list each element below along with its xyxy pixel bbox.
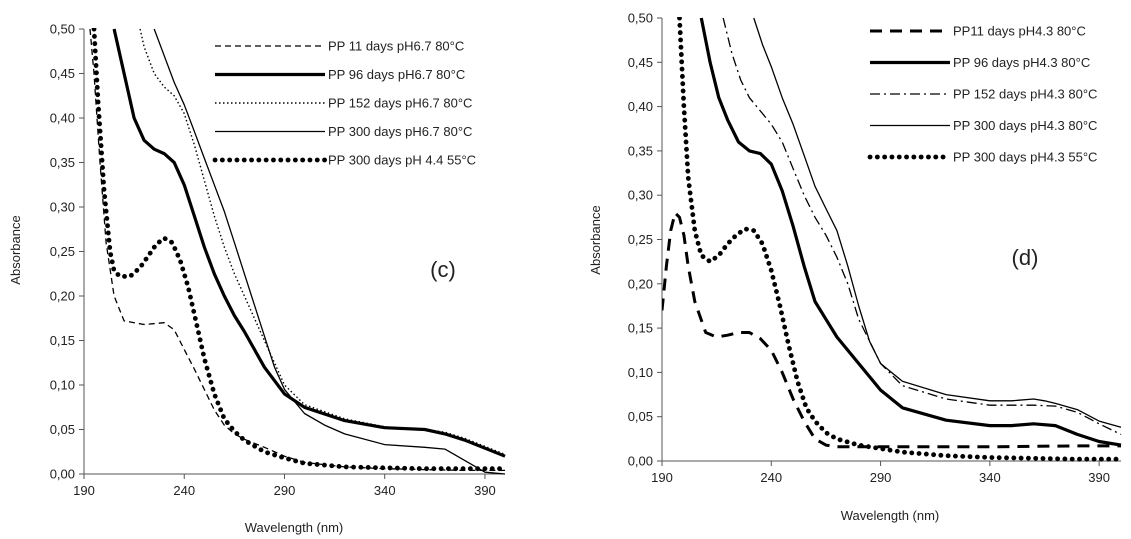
y-tick-label: 0,15 [50, 333, 75, 348]
y-tick-label: 0,10 [50, 378, 75, 393]
x-tick-label: 240 [760, 470, 782, 485]
x-tick-label: 340 [374, 483, 396, 498]
x-axis-label: Wavelength (nm) [841, 508, 940, 523]
y-tick-label: 0,00 [50, 467, 75, 482]
x-tick-label: 190 [651, 470, 673, 485]
legend-label: PP 96 days pH4.3 80°C [953, 55, 1090, 70]
y-tick-label: 0,15 [628, 321, 653, 336]
y-tick-label: 0,20 [628, 276, 653, 291]
y-tick-label: 0,30 [628, 188, 653, 203]
y-tick-label: 0,25 [628, 232, 653, 247]
legend-label: PP 96 days pH6.7 80°C [328, 67, 465, 82]
y-tick-label: 0,05 [50, 422, 75, 437]
y-tick-label: 0,35 [628, 143, 653, 158]
legend: PP 11 days pH6.7 80°C PP 96 days pH6.7 80… [212, 39, 476, 168]
y-tick-label: 0,45 [50, 66, 75, 81]
y-tick-label: 0,40 [628, 99, 653, 114]
series-line-3 [722, 17, 1122, 435]
y-tick-label: 0,25 [50, 244, 75, 259]
panel-label: (d) [1012, 245, 1039, 270]
y-tick-label: 0,05 [628, 409, 653, 424]
y-tick-label: 0,00 [628, 454, 653, 469]
series-line-4 [153, 28, 506, 475]
chart-panel-2: 0,00 0,05 0,10 0,15 0,20 0,25 0,30 0,35 0,40 0,45… [588, 11, 1123, 523]
y-tick-label: 0,30 [50, 200, 75, 215]
y-tick-label: 0,35 [50, 155, 75, 170]
legend: PP11 days pH4.3 80°C PP 96 days pH4.3 80°… [867, 24, 1097, 165]
x-tick-label: 240 [173, 483, 195, 498]
legend-label: PP 300 days pH4.3 80°C [953, 118, 1097, 133]
x-tick-label: 290 [870, 470, 892, 485]
y-tick-label: 0,45 [628, 55, 653, 70]
series-group [662, 17, 1123, 462]
x-tick-label: 390 [1088, 470, 1110, 485]
legend-label: PP 11 days pH6.7 80°C [328, 39, 464, 54]
y-tick-label: 0,10 [628, 365, 653, 380]
legend-label: PP11 days pH4.3 80°C [953, 24, 1086, 39]
panel-label: (c) [430, 257, 456, 282]
y-tick-label: 0,50 [628, 11, 653, 26]
series-line-1 [662, 211, 1121, 449]
legend-label: PP 300 days pH4.3 55°C [953, 150, 1097, 165]
legend-label: PP 152 days pH4.3 80°C [953, 87, 1097, 102]
legend-label: PP 300 days pH 4.4 55°C [328, 153, 476, 168]
chart-panel-1: 0,00 0,05 0,10 0,15 0,20 0,25 0,30 0,35 0,40 0,45… [8, 22, 507, 535]
x-tick-label: 340 [979, 470, 1001, 485]
x-axis-label: Wavelength (nm) [245, 520, 344, 535]
series-line-2 [112, 28, 506, 458]
y-tick-label: 0,20 [50, 289, 75, 304]
series-group [89, 28, 507, 475]
series-line-5 [91, 28, 507, 472]
y-axis-label: Absorbance [8, 215, 23, 284]
series-line-4 [753, 17, 1122, 428]
series-line-3 [139, 28, 506, 456]
legend-label: PP 300 days pH6.7 80°C [328, 124, 472, 139]
y-axis-label: Absorbance [588, 205, 603, 274]
series-line-2 [699, 17, 1122, 447]
series-line-5 [677, 17, 1123, 462]
y-tick-label: 0,50 [50, 22, 75, 37]
x-tick-label: 190 [73, 483, 95, 498]
y-tick-label: 0,40 [50, 111, 75, 126]
x-tick-label: 290 [274, 483, 296, 498]
x-tick-label: 390 [474, 483, 496, 498]
legend-label: PP 152 days pH6.7 80°C [328, 96, 472, 111]
